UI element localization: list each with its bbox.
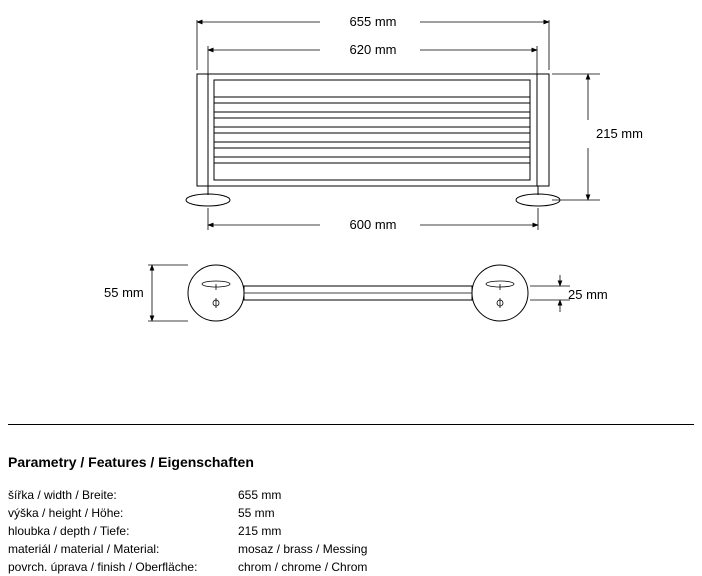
front-disc-right [472, 265, 528, 321]
spec-row: hloubka / depth / Tiefe:215 mm [8, 522, 688, 540]
rack-side-left [197, 74, 208, 186]
dim-620-label: 620 mm [350, 42, 397, 57]
rack-side-right [537, 74, 549, 186]
spec-table: šířka / width / Breite:655 mmvýška / hei… [8, 486, 688, 576]
spec-value: 215 mm [238, 522, 688, 540]
spec-label: výška / height / Höhe: [8, 504, 238, 522]
rack-inner-frame [214, 80, 530, 180]
features-heading: Parametry / Features / Eigenschaften [8, 454, 688, 470]
dim-215-label: 215 mm [596, 126, 643, 141]
spec-row: šířka / width / Breite:655 mm [8, 486, 688, 504]
spec-row: výška / height / Höhe:55 mm [8, 504, 688, 522]
dim-600-label: 600 mm [350, 217, 397, 232]
spec-value: 55 mm [238, 504, 688, 522]
page: 655 mm 620 mm 600 mm 215 mm [0, 0, 702, 557]
spec-label: hloubka / depth / Tiefe: [8, 522, 238, 540]
spec-label: šířka / width / Breite: [8, 486, 238, 504]
rack-outer-frame [208, 74, 537, 186]
spec-row: materiál / material / Material:mosaz / b… [8, 540, 688, 558]
spec-value: chrom / chrome / Chrom [238, 558, 688, 576]
features-section: Parametry / Features / Eigenschaften šíř… [8, 454, 688, 576]
dim-25-label: 25 mm [568, 287, 608, 302]
spec-label: materiál / material / Material: [8, 540, 238, 558]
front-disc-left [188, 265, 244, 321]
rack-rails [214, 97, 530, 163]
dim-55-label: 55 mm [104, 285, 144, 300]
dim-655-label: 655 mm [350, 14, 397, 29]
separator-rule [8, 424, 694, 425]
spec-label: povrch. úprava / finish / Oberfläche: [8, 558, 238, 576]
foot-left [186, 194, 230, 206]
technical-drawing: 655 mm 620 mm 600 mm 215 mm [0, 0, 702, 400]
spec-value: 655 mm [238, 486, 688, 504]
spec-row: povrch. úprava / finish / Oberfläche:chr… [8, 558, 688, 576]
spec-value: mosaz / brass / Messing [238, 540, 688, 558]
